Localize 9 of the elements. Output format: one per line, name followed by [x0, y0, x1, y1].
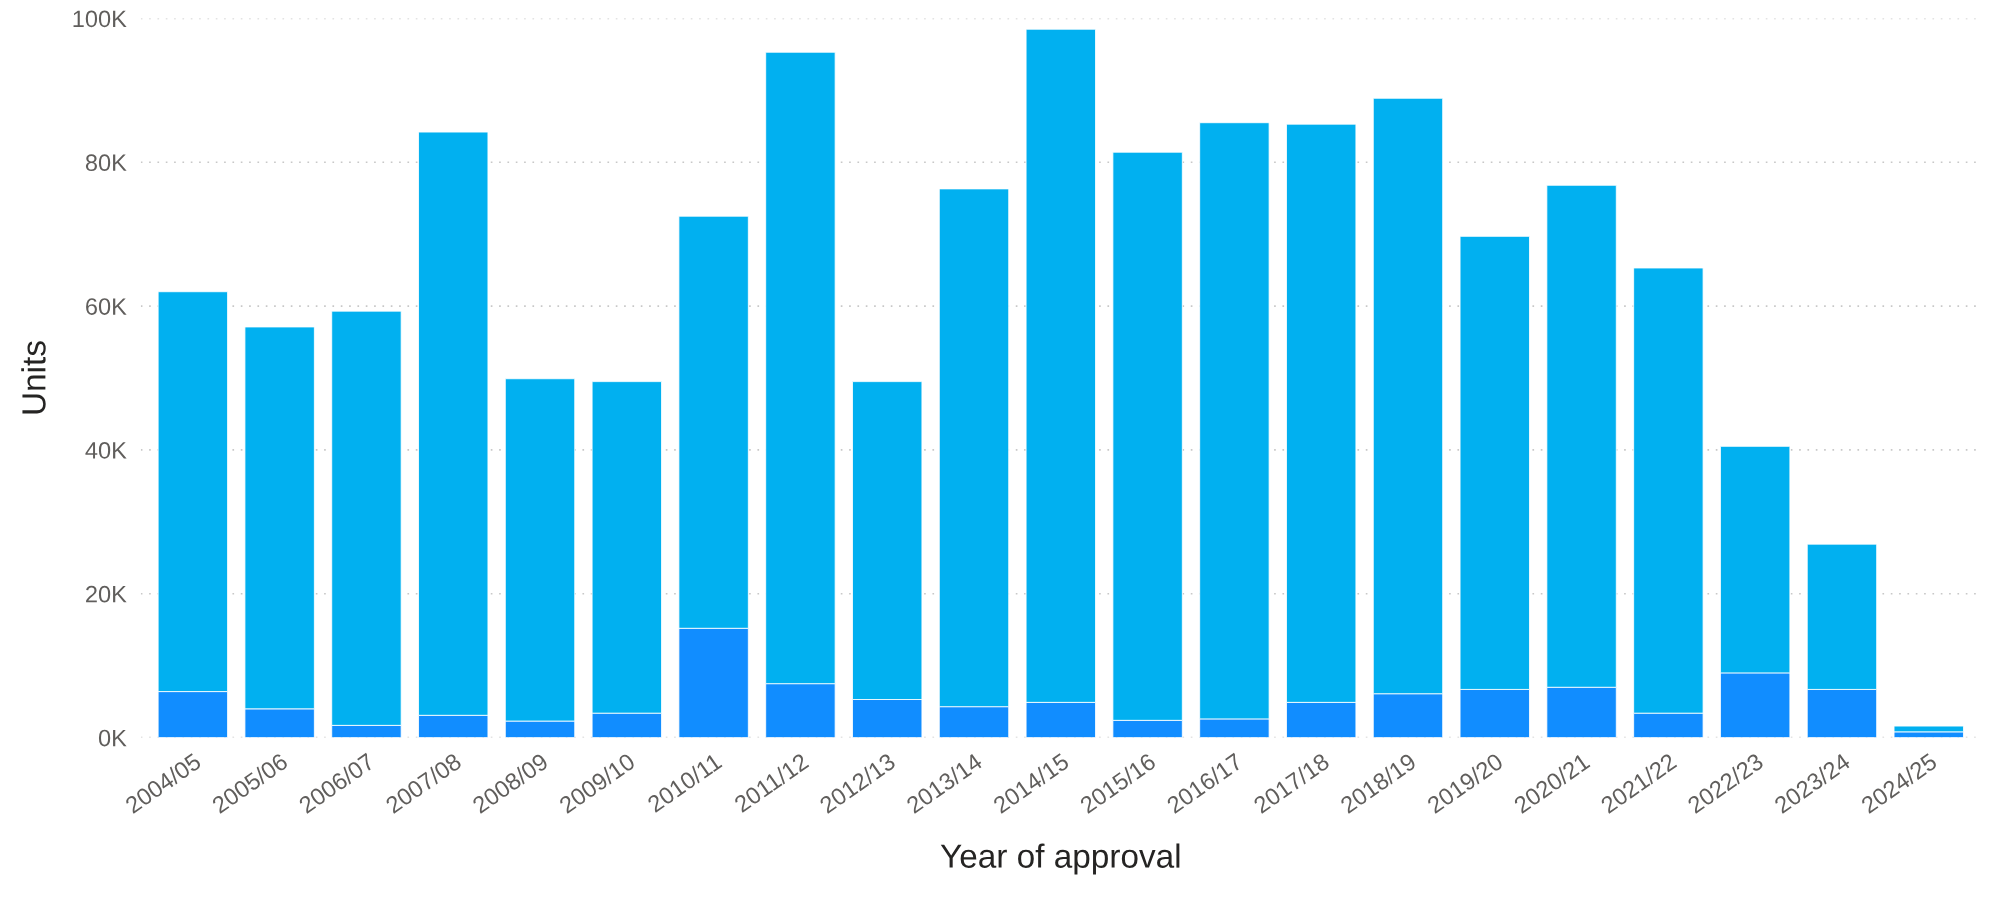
y-tick-label: 40K — [85, 442, 127, 459]
y-tick-label: 60K — [86, 298, 127, 315]
y-tick-label: 80K — [85, 154, 127, 172]
y-tick-label: 0K — [98, 729, 127, 747]
x-axis-title: Year of approval — [940, 843, 1180, 875]
y-axis-title: Units — [21, 341, 46, 414]
y-tick-label: 100K — [73, 10, 127, 28]
y-tick-label: 20K — [86, 585, 127, 603]
bar — [1893, 725, 1964, 733]
